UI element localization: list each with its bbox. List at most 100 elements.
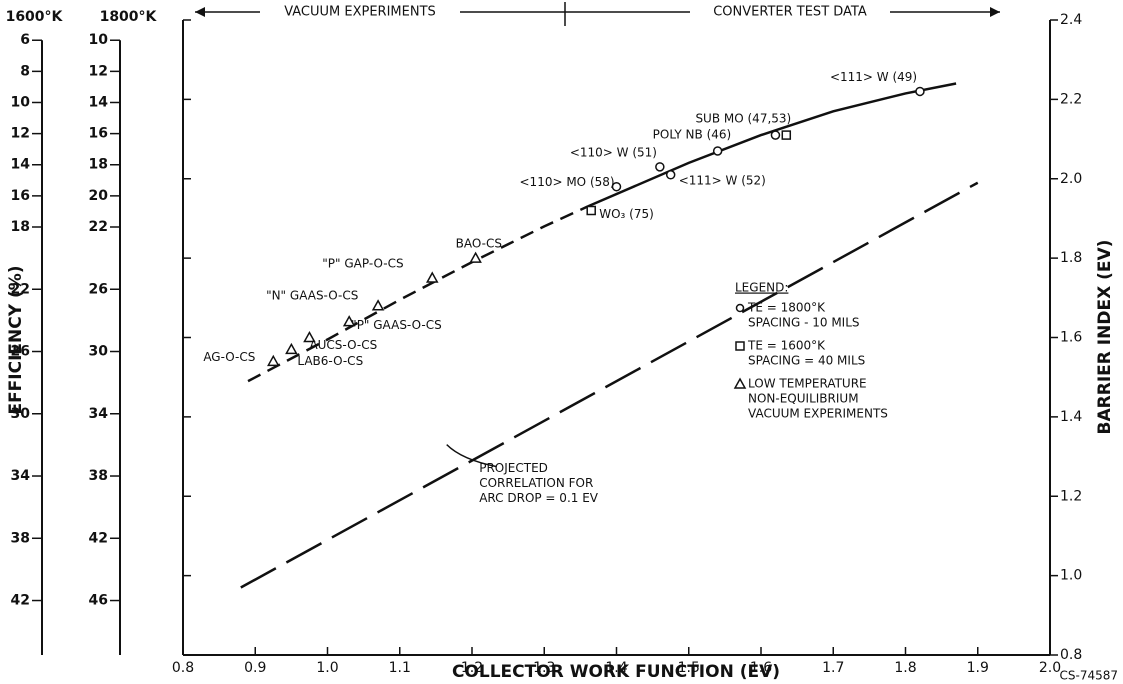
efficiency-tick-label: 12 xyxy=(89,63,108,79)
point xyxy=(342,315,356,327)
y-tick-label: 1.2 xyxy=(1060,488,1082,504)
point-label: "P" GAAS-O-CS xyxy=(351,318,442,332)
efficiency-tick-label: 10 xyxy=(89,32,109,48)
efficiency-tick-label: 12 xyxy=(11,126,30,142)
efficiency-tick-label: 22 xyxy=(11,281,30,297)
y-tick-label: 2.2 xyxy=(1060,91,1082,107)
efficiency-tick-label: 18 xyxy=(89,157,108,173)
point-label: AUCS-O-CS xyxy=(309,338,377,352)
point-label: <111> W (52) xyxy=(679,173,766,187)
point-label: SUB MO (47,53) xyxy=(695,112,791,126)
efficiency-tick-label: 14 xyxy=(11,157,31,173)
x-tick-label: 1.1 xyxy=(389,660,411,676)
point-label: "P" GAP-O-CS xyxy=(322,256,403,270)
annotation: CORRELATION FOR xyxy=(479,476,593,490)
efficiency-label: EFFICIENCY (%) xyxy=(6,265,26,414)
efficiency-tick-label: 42 xyxy=(11,593,30,609)
header-text: VACUUM EXPERIMENTS xyxy=(284,5,436,20)
x-tick-label: 1.5 xyxy=(678,660,700,676)
efficiency-tick-label: 18 xyxy=(11,219,30,235)
point-label: <110> W (51) xyxy=(570,145,657,159)
x-tick-label: 0.8 xyxy=(172,660,194,676)
point-label: BAO-CS xyxy=(456,237,502,251)
x-axis-label: COLLECTOR WORK FUNCTION (EV) xyxy=(452,662,780,682)
point xyxy=(303,330,316,343)
y-tick-label: 1.4 xyxy=(1060,409,1082,425)
legend-label: TE = 1800°K xyxy=(747,301,826,315)
x-tick-label: 1.2 xyxy=(461,660,483,676)
x-tick-label: 1.9 xyxy=(967,660,989,676)
legend-title: LEGEND: xyxy=(735,281,788,295)
y-axis-label: BARRIER INDEX (EV) xyxy=(1095,240,1115,435)
point xyxy=(371,299,385,311)
y-tick-label: 1.8 xyxy=(1060,250,1082,266)
point-label: LAB6-O-CS xyxy=(297,354,363,368)
efficiency-axis-title: 1800°K xyxy=(100,9,158,25)
y-tick-label: 1.6 xyxy=(1060,330,1082,346)
header-bg xyxy=(690,4,890,20)
point-label: POLY NB (46) xyxy=(653,127,732,141)
point xyxy=(611,181,622,192)
x-tick-label: 1.8 xyxy=(894,660,916,676)
point xyxy=(267,354,280,367)
header-text: CONVERTER TEST DATA xyxy=(713,5,867,20)
point xyxy=(469,251,482,263)
point-label: AG-O-CS xyxy=(203,350,255,364)
efficiency-tick-label: 20 xyxy=(89,188,109,204)
efficiency-tick-label: 26 xyxy=(89,281,108,297)
efficiency-tick-label: 34 xyxy=(89,406,109,422)
point xyxy=(285,342,298,355)
point xyxy=(915,86,925,97)
legend-marker xyxy=(733,377,747,389)
correlation-line xyxy=(247,205,589,383)
point xyxy=(425,271,439,283)
point-label: WO₃ (75) xyxy=(599,207,654,221)
point xyxy=(665,170,676,180)
efficiency-tick-label: 38 xyxy=(11,530,30,546)
efficiency-tick-label: 38 xyxy=(89,468,108,484)
point-label: "N" GAAS-O-CS xyxy=(266,288,358,302)
efficiency-tick-label: 30 xyxy=(89,344,109,360)
x-tick-label: 2.0 xyxy=(1039,660,1061,676)
annotation-leader xyxy=(446,444,497,468)
legend-marker xyxy=(735,303,745,313)
legend-label: TE = 1600°K xyxy=(747,339,826,353)
point xyxy=(712,146,723,156)
x-tick-label: 1.4 xyxy=(605,660,627,676)
efficiency-tick-label: 22 xyxy=(89,219,108,235)
figure-id: CS-74587 xyxy=(1060,669,1119,683)
legend-marker xyxy=(735,341,745,351)
efficiency-tick-label: 8 xyxy=(20,63,30,79)
y-tick-label: 1.0 xyxy=(1060,568,1082,584)
point xyxy=(770,130,781,140)
legend-note: SPACING = 40 MILS xyxy=(748,354,865,368)
efficiency-tick-label: 30 xyxy=(11,406,31,422)
efficiency-tick-label: 14 xyxy=(89,94,109,110)
point xyxy=(781,130,792,140)
legend-note: SPACING - 10 MILS xyxy=(748,316,860,330)
x-tick-label: 0.9 xyxy=(244,660,266,676)
efficiency-tick-label: 6 xyxy=(20,32,30,48)
efficiency-axis-title: 1600°K xyxy=(6,9,64,25)
y-tick-label: 2.4 xyxy=(1060,12,1082,28)
point-label: <110> MO (58) xyxy=(520,175,615,189)
header-bg xyxy=(260,4,460,20)
x-tick-label: 1.6 xyxy=(750,660,772,676)
efficiency-tick-label: 34 xyxy=(11,468,31,484)
correlation-line xyxy=(240,181,979,589)
point-label: <111> W (49) xyxy=(830,70,917,84)
annotation: PROJECTED xyxy=(479,461,548,475)
legend-note: VACUUM EXPERIMENTS xyxy=(748,407,888,421)
correlation-line xyxy=(587,82,957,208)
point xyxy=(586,205,596,216)
legend-label: LOW TEMPERATURE xyxy=(748,377,867,391)
y-tick-label: 0.8 xyxy=(1060,647,1082,663)
x-tick-label: 1.0 xyxy=(316,660,338,676)
efficiency-tick-label: 42 xyxy=(89,530,108,546)
y-tick-label: 2.0 xyxy=(1060,171,1082,187)
efficiency-tick-label: 10 xyxy=(11,94,31,110)
efficiency-tick-label: 16 xyxy=(11,188,30,204)
efficiency-tick-label: 26 xyxy=(11,344,30,360)
annotation: ARC DROP = 0.1 EV xyxy=(479,491,599,505)
